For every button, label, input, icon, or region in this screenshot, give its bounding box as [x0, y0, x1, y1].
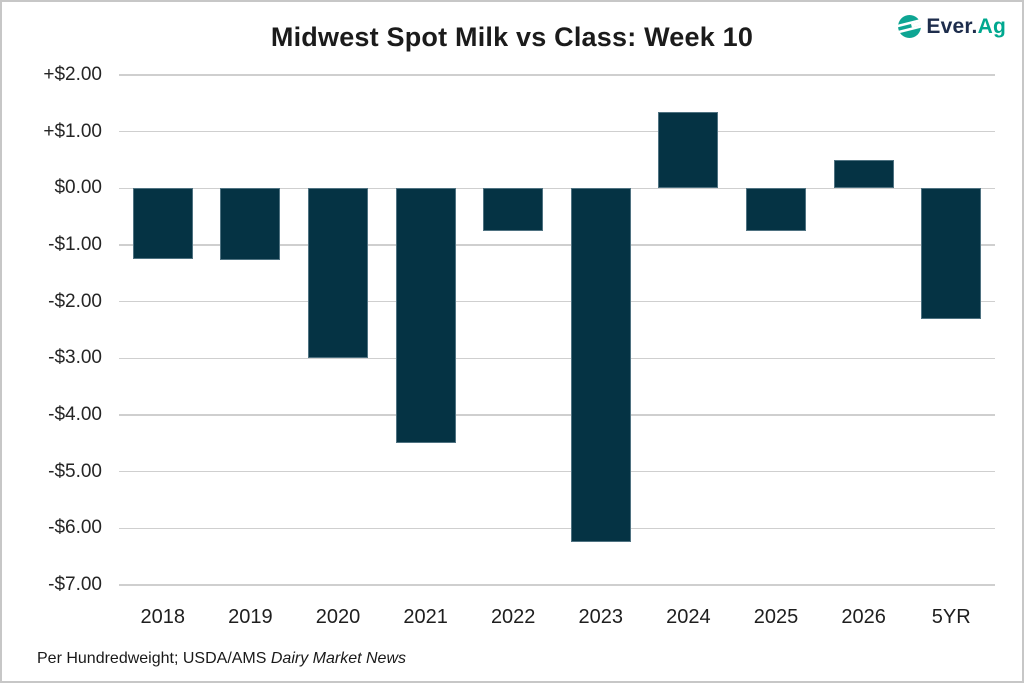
y-tick-label: -$3.00	[48, 347, 102, 369]
bar-2023	[570, 188, 631, 543]
chart-title: Midwest Spot Milk vs Class: Week 10	[270, 22, 754, 52]
footnote: Per Hundredweight; USDA/AMS Dairy Market…	[37, 650, 406, 668]
footnote-regular: Per Hundredweight; USDA/AMS	[37, 650, 271, 667]
bar-2020	[308, 188, 368, 359]
x-tick-label: 2026	[841, 606, 886, 628]
x-tick-label: 2023	[578, 606, 624, 628]
y-tick-label: -$2.00	[48, 290, 102, 312]
bar-5YR	[921, 188, 982, 319]
y-tick-label: +$2.00	[43, 64, 102, 85]
y-tick-label: $0.00	[54, 177, 102, 199]
bar-2021	[395, 188, 456, 444]
gridline	[119, 244, 995, 246]
everag-wordmark: Ever.Ag	[926, 15, 1006, 39]
plot-area	[119, 74, 995, 586]
gridline	[119, 130, 995, 133]
gridline	[119, 74, 995, 76]
y-tick-label: -$5.00	[48, 460, 102, 482]
gridline	[119, 300, 995, 303]
gridline	[119, 187, 995, 190]
gridline	[119, 357, 995, 360]
bar-2019	[220, 188, 281, 261]
y-tick-label: -$1.00	[48, 234, 102, 255]
bar-2025	[746, 188, 806, 231]
footnote-source: Dairy Market News	[270, 650, 407, 667]
y-axis: +$2.00 +$1.00 $0.00 -$1.00 -$2.00 -$3.00 -$4.0…	[2, 2, 102, 683]
gridline	[119, 414, 995, 416]
everag-logo: Ever.Ag	[897, 14, 1006, 39]
gridline	[119, 470, 995, 473]
everag-icon	[897, 14, 923, 39]
y-tick-label: -$4.00	[48, 404, 102, 425]
everag-wordmark-suffix: Ag	[977, 14, 1006, 38]
x-tick-label: 2021	[403, 606, 448, 628]
x-tick-label: 2022	[490, 606, 536, 628]
gridline	[119, 584, 995, 586]
x-axis: 2018 2019 2020 2021 2022 2023 2024 2025 2026 5YR	[119, 602, 995, 632]
y-tick-label: -$6.00	[48, 517, 102, 539]
gridline	[119, 527, 995, 530]
bar-2026	[833, 160, 894, 189]
bar-2022	[483, 188, 544, 231]
bar-2018	[132, 188, 193, 260]
x-tick-label: 2025	[753, 606, 799, 628]
x-tick-label: 2024	[666, 606, 711, 628]
bar-2024	[658, 111, 719, 189]
x-tick-label: 2018	[140, 606, 186, 628]
y-tick-label: -$7.00	[48, 574, 102, 595]
x-tick-label: 2020	[315, 606, 361, 628]
everag-wordmark-prefix: Ever.	[926, 14, 978, 38]
x-tick-label: 2019	[228, 606, 273, 628]
x-tick-label: 5YR	[931, 606, 971, 628]
y-tick-label: +$1.00	[43, 120, 102, 142]
